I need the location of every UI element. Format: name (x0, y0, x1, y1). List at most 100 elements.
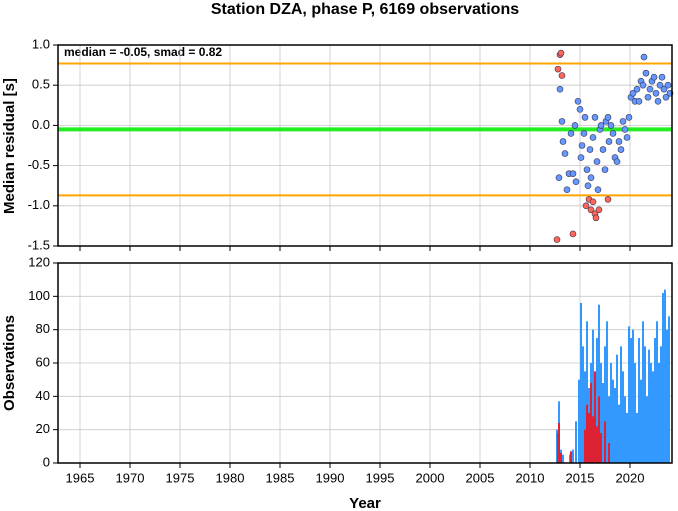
point (623, 134, 631, 141)
bar (596, 338, 598, 463)
bar (592, 329, 594, 463)
y-tick-label: 120 (28, 254, 50, 269)
point (584, 182, 592, 189)
point (578, 142, 586, 149)
bar (572, 449, 574, 463)
bar (604, 346, 606, 463)
bar (660, 346, 662, 463)
y-tick-label: 100 (28, 288, 50, 303)
x-tick-label: 2020 (616, 470, 645, 485)
bar (610, 363, 612, 463)
bar (560, 453, 562, 463)
bar (630, 338, 632, 463)
bar (584, 429, 586, 463)
bar (632, 329, 634, 463)
bar (594, 371, 596, 463)
point (617, 146, 625, 153)
point (556, 85, 564, 93)
bar (638, 338, 640, 463)
y-tick-label: -0.5 (28, 157, 50, 172)
point (629, 89, 637, 97)
point (625, 114, 633, 121)
x-tick-label: 1975 (166, 470, 195, 485)
bar (604, 421, 606, 463)
point (644, 93, 652, 101)
point (581, 114, 589, 121)
x-axis-label: Year (349, 495, 381, 511)
y-tick-label: 60 (36, 354, 50, 369)
point (559, 138, 567, 145)
bar (656, 321, 658, 463)
x-tick-label: 1990 (316, 470, 345, 485)
point (615, 138, 623, 145)
bar (608, 443, 610, 463)
y-tick-label: 1.0 (32, 36, 50, 51)
bar (588, 413, 590, 463)
y-tick-label: 80 (36, 321, 50, 336)
point (646, 85, 654, 93)
bar (586, 321, 588, 463)
point (633, 85, 641, 93)
point (591, 114, 599, 121)
point (592, 214, 600, 222)
bar (668, 316, 670, 463)
point (587, 206, 595, 214)
plot-frame (57, 44, 673, 247)
bar (580, 303, 582, 463)
bar (622, 371, 624, 463)
y-tick-label: 0.5 (32, 77, 50, 92)
bar (648, 349, 650, 463)
y-tick-label: 40 (36, 388, 50, 403)
plot-frame (57, 262, 673, 464)
y-tick-label: 20 (36, 421, 50, 436)
point (555, 174, 563, 181)
bar (558, 423, 560, 463)
bar (602, 383, 604, 463)
bar (624, 396, 626, 463)
point (658, 73, 666, 81)
point (604, 114, 612, 121)
bar (606, 321, 608, 463)
bar (600, 363, 602, 463)
bar (652, 371, 654, 463)
point (607, 122, 615, 129)
point (586, 146, 594, 153)
point (595, 206, 603, 214)
bar (642, 321, 644, 463)
bar (582, 346, 584, 463)
point (640, 53, 648, 61)
point (567, 130, 575, 137)
bar (644, 346, 646, 463)
point (569, 230, 577, 238)
y-tick-label: 0.0 (32, 117, 50, 132)
chart-title: Station DZA, phase P, 6169 observations (211, 1, 519, 18)
x-tick-label: 1970 (116, 470, 145, 485)
point (589, 198, 597, 206)
point (664, 81, 672, 89)
point (609, 130, 617, 137)
point (605, 138, 613, 145)
y-axis-label: Median residual [s] (1, 78, 18, 214)
x-tick-label: 2005 (466, 470, 495, 485)
point (599, 146, 607, 153)
bar (626, 413, 628, 463)
bar (570, 451, 572, 463)
point (639, 81, 647, 89)
point (593, 158, 601, 165)
bar (578, 379, 580, 463)
point (554, 65, 562, 73)
x-tick-label: 1980 (216, 470, 245, 485)
point (571, 122, 579, 129)
annotation: median = -0.05, smad = 0.82 (64, 45, 222, 59)
bar (584, 371, 586, 463)
bar (664, 289, 666, 463)
point (654, 97, 662, 105)
point (583, 166, 591, 173)
y-tick-label: -1.5 (28, 237, 50, 252)
y-tick-label: -1.0 (28, 197, 50, 212)
bar (598, 304, 600, 463)
bar (646, 396, 648, 463)
bar (575, 421, 577, 463)
bar (590, 383, 592, 463)
